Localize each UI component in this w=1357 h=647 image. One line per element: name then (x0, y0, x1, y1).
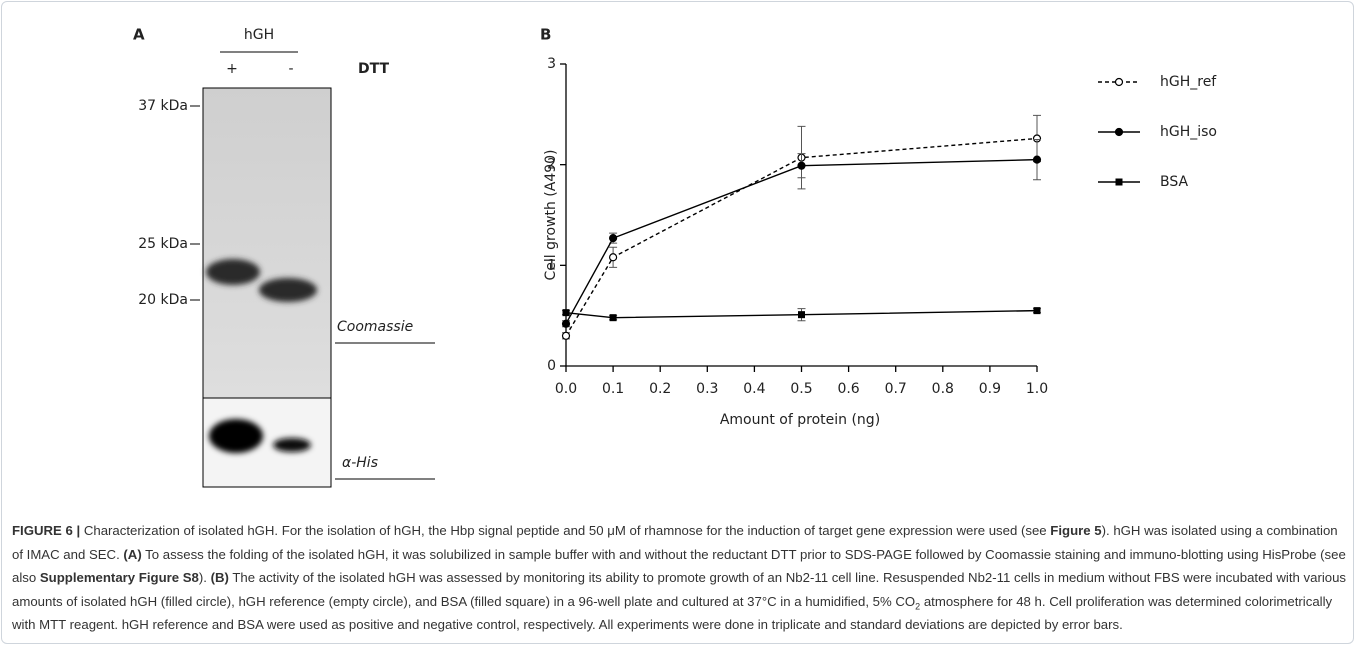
panel-label: B (540, 26, 551, 44)
marker (610, 254, 617, 261)
coomassie-gel (203, 88, 331, 398)
caption-text: ). (199, 570, 211, 585)
sample-label: hGH (244, 27, 274, 43)
blot-band (273, 438, 311, 452)
x-axis-label: Amount of protein (ng) (720, 412, 880, 428)
x-tick-label: 0.5 (790, 381, 812, 397)
marker-label: 25 kDa (138, 236, 188, 252)
marker (563, 309, 570, 316)
marker-label: 20 kDa (138, 292, 188, 308)
marker (563, 332, 570, 339)
caption-text: Supplementary Figure S8 (40, 570, 199, 585)
legend-marker (1116, 79, 1123, 86)
x-tick-label: 0.6 (837, 381, 859, 397)
marker (563, 320, 570, 327)
caption-text: Figure 5 (1050, 523, 1101, 538)
treatment-label: DTT (358, 61, 389, 77)
page: { "panel_a": { "label": "A", "sample": "… (0, 0, 1357, 647)
legend-marker (1116, 129, 1123, 136)
x-tick-label: 1.0 (1026, 381, 1048, 397)
y-tick-label: 2 (547, 157, 556, 173)
figure: A hGH + - DTT 37 kDa 25 kDa 20 kDa Cooma… (0, 0, 1357, 510)
marker (1034, 307, 1041, 314)
gel-band (259, 278, 317, 302)
legend-label: BSA (1160, 174, 1189, 190)
stain-label: Coomassie (337, 319, 413, 335)
stain-label: α-His (342, 455, 378, 471)
legend-marker (1116, 179, 1123, 186)
lane-label: + (226, 61, 238, 77)
marker (610, 314, 617, 321)
x-tick-label: 0.9 (979, 381, 1001, 397)
lane-label: - (288, 61, 293, 77)
caption: FIGURE 6 | Characterization of isolated … (12, 519, 1347, 637)
marker (610, 235, 617, 242)
marker-label: 37 kDa (138, 98, 188, 114)
gel-band (206, 259, 260, 285)
x-tick-label: 0.7 (885, 381, 907, 397)
y-tick-label: 3 (547, 56, 556, 72)
marker (1034, 156, 1041, 163)
x-tick-label: 0.3 (696, 381, 718, 397)
x-tick-label: 0.0 (555, 381, 577, 397)
caption-text: FIGURE 6 | (12, 523, 80, 538)
legend-label: hGH_iso (1160, 124, 1217, 140)
marker (798, 162, 805, 169)
x-tick-label: 0.4 (743, 381, 765, 397)
caption-text: (B) (211, 570, 229, 585)
x-tick-label: 0.2 (649, 381, 671, 397)
y-tick-label: 1 (547, 257, 556, 273)
caption-text: Characterization of isolated hGH. For th… (80, 523, 1050, 538)
x-tick-label: 0.1 (602, 381, 624, 397)
marker (798, 311, 805, 318)
x-tick-label: 0.8 (932, 381, 954, 397)
caption-text: (A) (123, 547, 141, 562)
y-tick-label: 0 (547, 358, 556, 374)
blot-band (209, 419, 263, 453)
legend-label: hGH_ref (1160, 74, 1217, 90)
panel-label: A (133, 26, 145, 44)
